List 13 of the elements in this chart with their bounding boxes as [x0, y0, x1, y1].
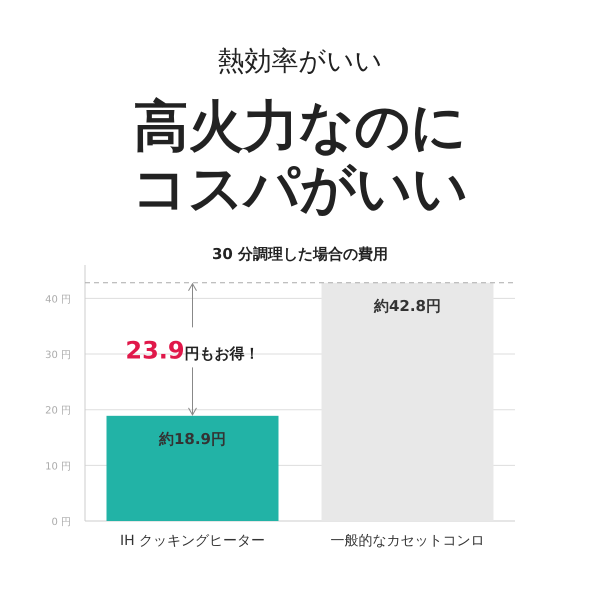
data-label: 約18.9円 — [158, 430, 226, 448]
y-tick-label: 20 円 — [45, 406, 71, 417]
y-tick-label: 10 円 — [45, 461, 71, 472]
y-tick-label: 40 円 — [45, 294, 71, 306]
data-label: 約42.8円 — [372, 296, 442, 315]
x-tick-label: IH クッキングヒーター — [120, 533, 266, 549]
x-tick-label: 一般的なカセットコンロ — [330, 533, 484, 549]
annotation: 23.9円もお得！ — [125, 336, 260, 364]
y-tick-label: 30 円 — [45, 350, 71, 362]
chart-title: 高火力なのにコスパがいい — [132, 94, 468, 220]
chart-subtitle: 30 分調理した場合の費用 — [212, 245, 388, 263]
text: 熱効率がいい — [218, 46, 382, 77]
y-tick-label: 0 円 — [51, 517, 71, 528]
